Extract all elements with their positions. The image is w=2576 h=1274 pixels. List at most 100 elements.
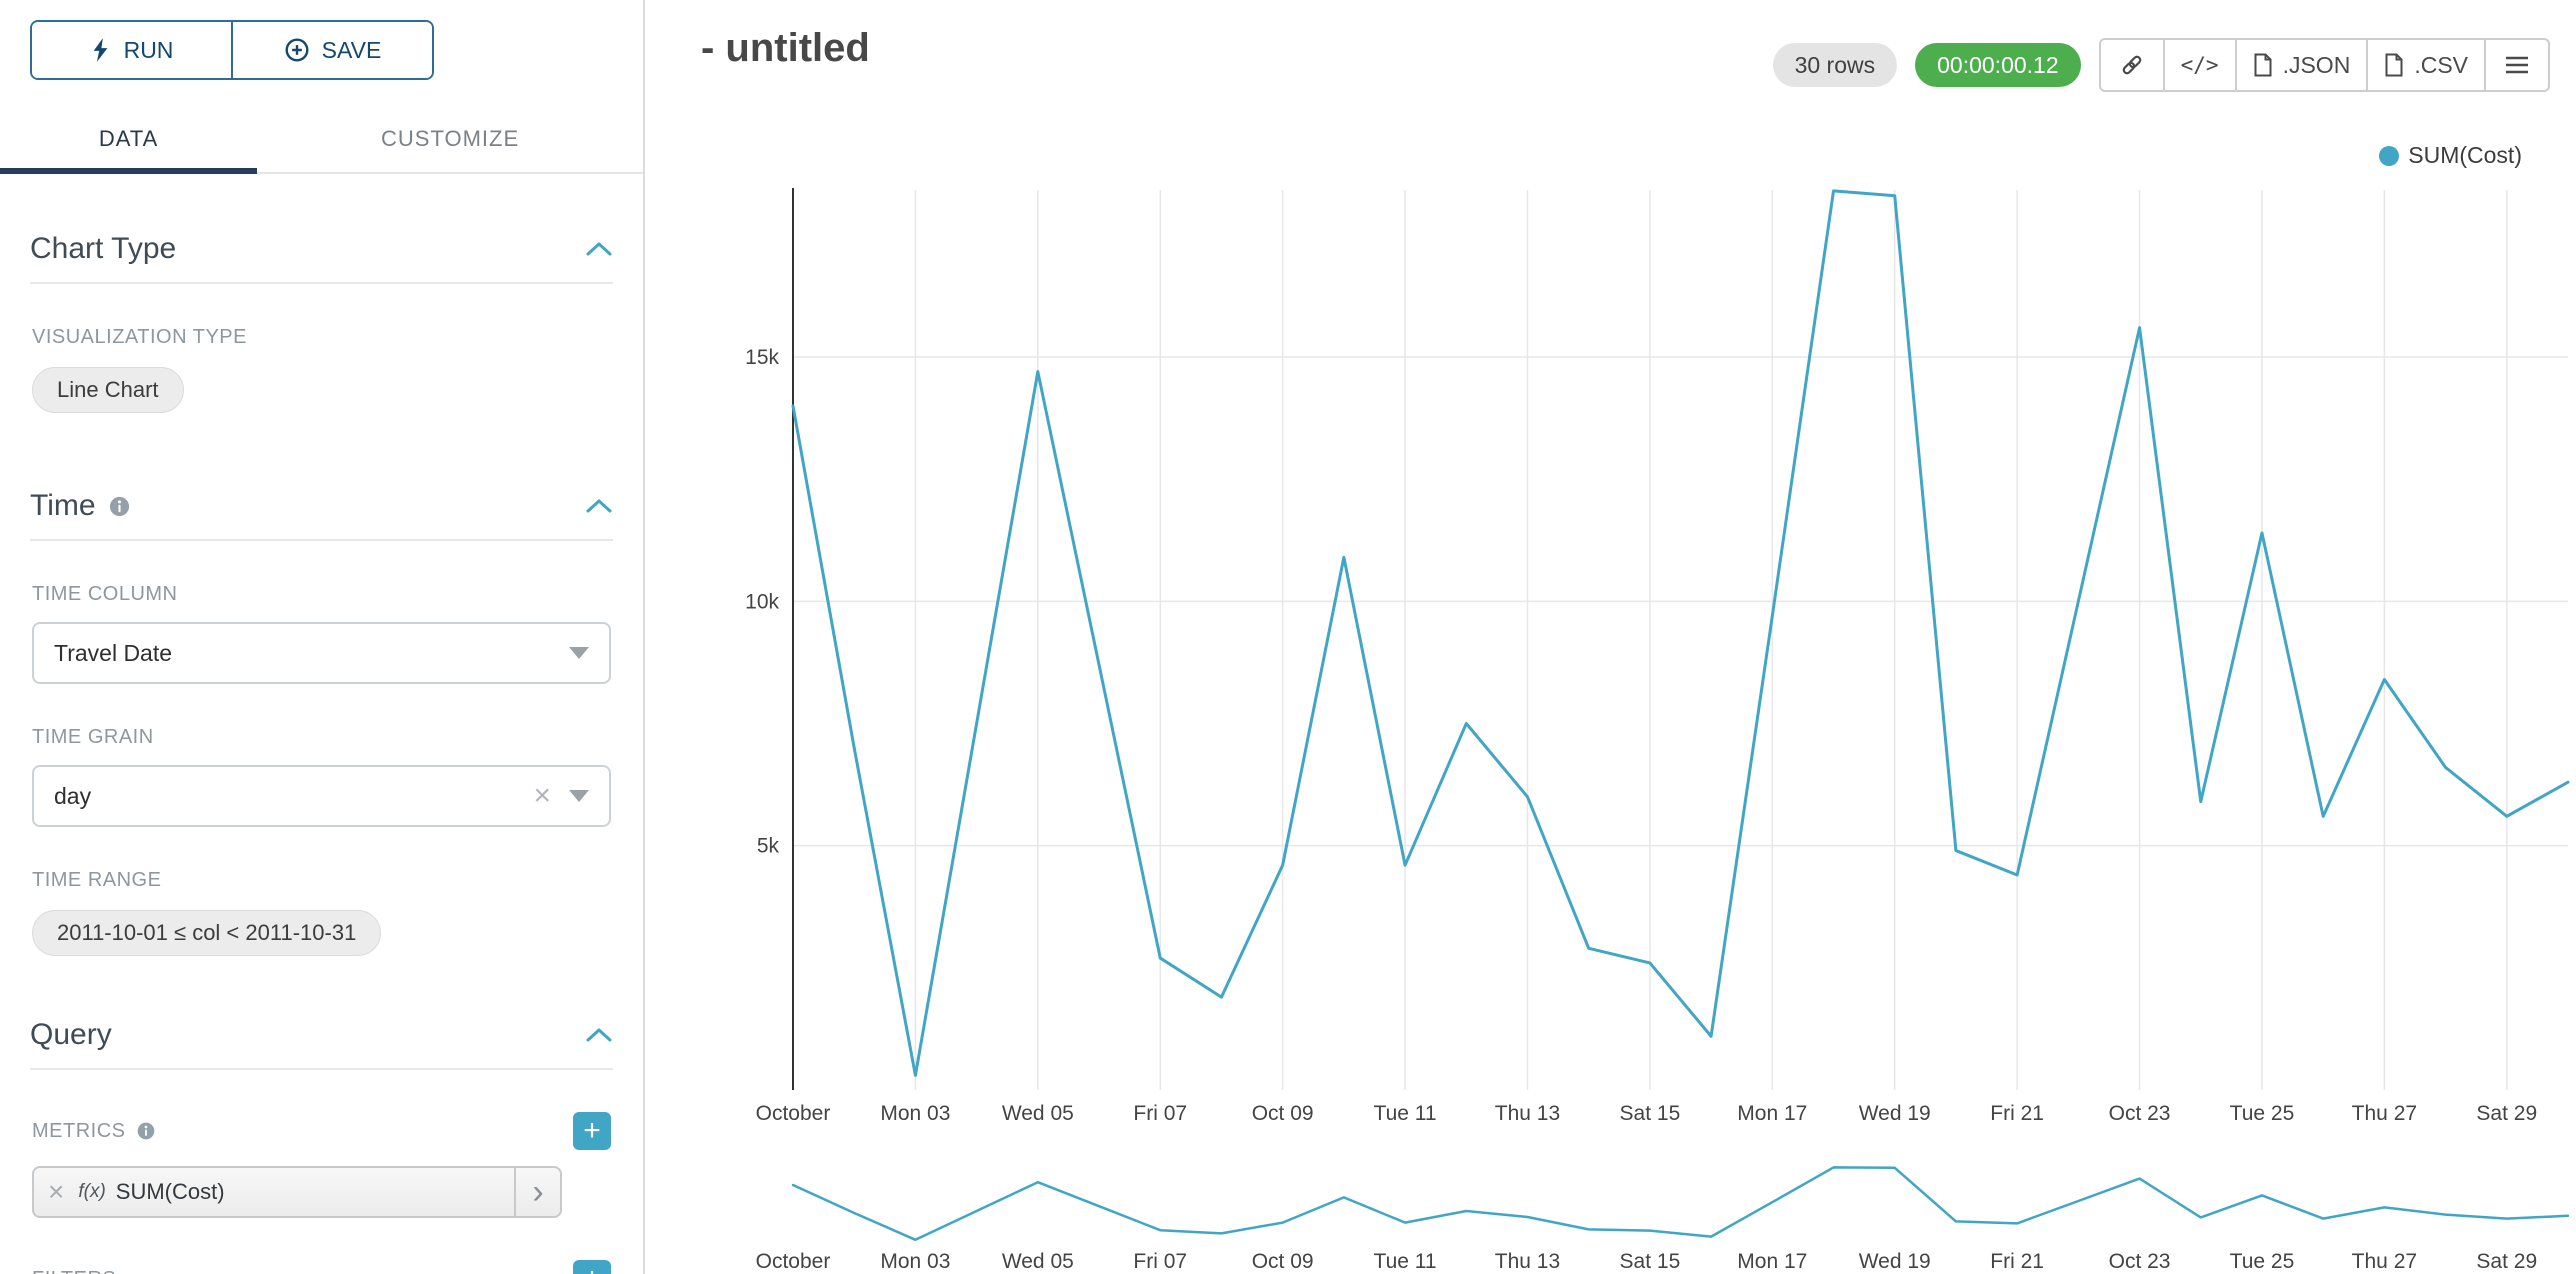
svg-text:Thu 27: Thu 27 bbox=[2352, 1102, 2417, 1125]
svg-text:Oct 09: Oct 09 bbox=[1252, 1102, 1314, 1125]
svg-text:Thu 13: Thu 13 bbox=[1495, 1102, 1560, 1125]
svg-text:Fri 21: Fri 21 bbox=[1990, 1250, 2044, 1273]
metrics-label-text: METRICS bbox=[32, 1119, 126, 1142]
svg-text:October: October bbox=[756, 1250, 831, 1273]
row-count-badge: 30 rows bbox=[1772, 43, 1898, 87]
legend-label: SUM(Cost) bbox=[2408, 142, 2522, 168]
menu-button[interactable] bbox=[2484, 38, 2550, 92]
svg-text:Wed 19: Wed 19 bbox=[1859, 1102, 1931, 1125]
time-column-label: TIME COLUMN bbox=[32, 583, 178, 605]
share-link-button[interactable] bbox=[2098, 38, 2165, 92]
time-grain-select[interactable]: day × bbox=[32, 765, 611, 827]
svg-text:Fri 21: Fri 21 bbox=[1990, 1102, 2044, 1125]
time-range-value[interactable]: 2011-10-01 ≤ col < 2011-10-31 bbox=[32, 910, 382, 956]
save-button-label: SAVE bbox=[321, 36, 382, 63]
svg-text:Mon 17: Mon 17 bbox=[1737, 1102, 1807, 1125]
caret-down-icon bbox=[569, 790, 589, 802]
caret-down-icon bbox=[569, 647, 589, 659]
svg-text:Sat 15: Sat 15 bbox=[1620, 1102, 1681, 1125]
time-range-control: TIME RANGE 2011-10-01 ≤ col < 2011-10-31 bbox=[32, 869, 611, 956]
svg-text:Sat 29: Sat 29 bbox=[2476, 1250, 2537, 1273]
svg-text:Oct 09: Oct 09 bbox=[1252, 1250, 1314, 1273]
lightning-icon bbox=[93, 38, 107, 62]
series-line bbox=[791, 189, 2570, 1077]
svg-text:5k: 5k bbox=[757, 835, 780, 858]
time-grain-control: TIME GRAIN day × bbox=[32, 726, 611, 827]
export-csv-button[interactable]: .CSV bbox=[2366, 38, 2486, 92]
time-grain-value: day bbox=[54, 782, 92, 809]
section-chart-type-header[interactable]: Chart Type bbox=[30, 232, 613, 266]
tab-data[interactable]: DATA bbox=[0, 106, 258, 174]
metrics-control: METRICS + × f(x) SUM(Cost) › bbox=[32, 1112, 611, 1218]
svg-text:October: October bbox=[756, 1102, 831, 1125]
svg-text:Mon 03: Mon 03 bbox=[880, 1102, 950, 1125]
remove-metric-icon[interactable]: × bbox=[48, 1176, 65, 1207]
chevron-up-icon[interactable] bbox=[585, 497, 613, 515]
query-actions: RUN SAVE bbox=[30, 20, 434, 80]
divider bbox=[30, 539, 613, 541]
filters-control: FILTERS + bbox=[32, 1260, 611, 1274]
svg-text:Sat 15: Sat 15 bbox=[1620, 1250, 1681, 1273]
metric-expand-chevron-icon[interactable]: › bbox=[514, 1168, 560, 1216]
chart-header-actions: 30 rows 00:00:00.12 </> .JSON bbox=[1772, 38, 2550, 92]
legend-item[interactable]: SUM(Cost) bbox=[2379, 142, 2522, 169]
run-button[interactable]: RUN bbox=[32, 22, 231, 78]
section-time-header[interactable]: Time bbox=[30, 489, 613, 523]
line-chart-svg[interactable]: 5k 10k 15k October Mon 03 Wed 05 Fri 07 Oct 09 T… bbox=[645, 180, 2576, 1274]
info-icon[interactable] bbox=[108, 495, 131, 518]
chevron-up-icon[interactable] bbox=[585, 1026, 613, 1044]
chart-container: - untitled 30 rows 00:00:00.12 </> bbox=[645, 0, 2576, 1274]
svg-text:Tue 11: Tue 11 bbox=[1374, 1250, 1437, 1273]
viz-type-control: VISUALIZATION TYPE Line Chart bbox=[32, 326, 611, 413]
metric-name: SUM(Cost) bbox=[115, 1179, 225, 1204]
svg-text:Mon 03: Mon 03 bbox=[880, 1250, 950, 1273]
export-json-label: .JSON bbox=[2282, 51, 2351, 78]
section-query-title: Query bbox=[30, 1018, 112, 1051]
viz-type-value[interactable]: Line Chart bbox=[32, 367, 184, 413]
svg-text:Wed 05: Wed 05 bbox=[1002, 1102, 1074, 1125]
time-column-select[interactable]: Travel Date bbox=[32, 622, 611, 684]
panel-tabs: DATA CUSTOMIZE bbox=[0, 106, 643, 174]
divider bbox=[30, 1068, 613, 1070]
info-icon[interactable] bbox=[136, 1121, 156, 1141]
save-button[interactable]: SAVE bbox=[231, 22, 432, 78]
section-time-title-text: Time bbox=[30, 489, 96, 522]
time-column-control: TIME COLUMN Travel Date bbox=[32, 583, 611, 684]
clear-icon[interactable]: × bbox=[533, 779, 551, 812]
svg-text:Tue 25: Tue 25 bbox=[2230, 1250, 2295, 1273]
svg-text:Wed 19: Wed 19 bbox=[1859, 1250, 1931, 1273]
svg-text:Oct 23: Oct 23 bbox=[2109, 1102, 2171, 1125]
chevron-up-icon[interactable] bbox=[585, 240, 613, 258]
time-grain-label: TIME GRAIN bbox=[32, 726, 154, 748]
svg-text:10k: 10k bbox=[745, 590, 779, 613]
svg-text:Sat 29: Sat 29 bbox=[2476, 1102, 2537, 1125]
fx-icon: f(x) bbox=[78, 1181, 106, 1202]
link-icon bbox=[2122, 55, 2141, 75]
svg-text:Mon 17: Mon 17 bbox=[1737, 1250, 1807, 1273]
focus-axis-labels: October Mon 03 Wed 05 Fri 07 Oct 09 Tue 11 Thu… bbox=[756, 1250, 2538, 1273]
tab-customize[interactable]: CUSTOMIZE bbox=[381, 126, 520, 151]
embed-code-button[interactable]: </> bbox=[2162, 38, 2237, 92]
run-button-label: RUN bbox=[123, 36, 174, 63]
svg-text:Thu 13: Thu 13 bbox=[1495, 1250, 1560, 1273]
time-column-value: Travel Date bbox=[54, 639, 173, 666]
add-filter-button[interactable]: + bbox=[573, 1260, 611, 1274]
query-timer-badge: 00:00:00.12 bbox=[1915, 43, 2081, 87]
focus-chart-line bbox=[791, 1166, 2570, 1242]
add-metric-button[interactable]: + bbox=[573, 1112, 611, 1150]
svg-text:Fri 07: Fri 07 bbox=[1133, 1250, 1187, 1273]
svg-text:Fri 07: Fri 07 bbox=[1133, 1102, 1187, 1125]
legend-dot bbox=[2379, 145, 2400, 166]
section-chart-type-title: Chart Type bbox=[30, 232, 177, 265]
chart-title[interactable]: - untitled bbox=[701, 26, 870, 70]
gridlines bbox=[792, 190, 2568, 1090]
axis-labels: 5k 10k 15k October Mon 03 Wed 05 Fri 07 Oct 09 T… bbox=[745, 346, 2537, 1125]
export-json-button[interactable]: .JSON bbox=[2234, 38, 2369, 92]
explore-control-panel: RUN SAVE DATA CUSTOMIZE Chart Type VISUA… bbox=[0, 0, 645, 1274]
svg-text:Tue 25: Tue 25 bbox=[2230, 1102, 2295, 1125]
plus-circle-icon bbox=[285, 38, 309, 62]
time-range-label: TIME RANGE bbox=[32, 869, 162, 891]
metric-pill[interactable]: × f(x) SUM(Cost) › bbox=[32, 1166, 562, 1218]
section-time-title: Time bbox=[30, 489, 131, 523]
section-query-header[interactable]: Query bbox=[30, 1018, 613, 1052]
